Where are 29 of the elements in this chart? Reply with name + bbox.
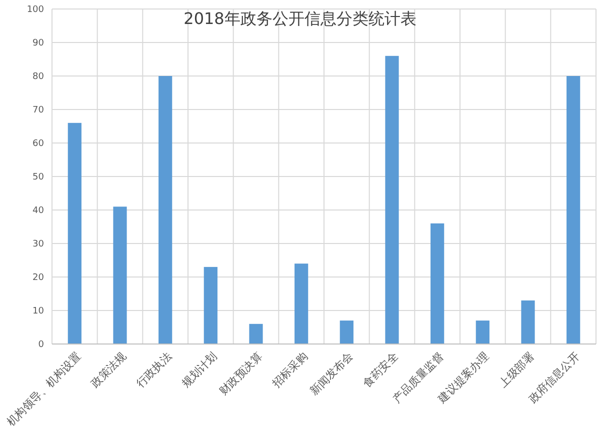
y-tick-label: 50 [32, 172, 44, 183]
x-tick-label: 食药安全 [360, 350, 401, 390]
x-tick-label: 机构领导、机构设置 [4, 350, 84, 429]
y-tick-label: 30 [32, 240, 44, 250]
bar [340, 320, 354, 344]
y-tick-label: 20 [32, 273, 44, 284]
bar [68, 122, 82, 344]
y-tick-label: 70 [32, 106, 44, 116]
chart-title: 2018年政务公开信息分类统计表 [184, 9, 416, 28]
bar [430, 223, 444, 344]
bar [294, 264, 308, 344]
x-tick-label: 行政执法 [134, 350, 174, 390]
y-tick-label: 90 [32, 38, 44, 49]
x-tick-label: 上级部署 [496, 350, 537, 390]
y-tick-label: 10 [32, 306, 44, 317]
y-tick-label: 100 [26, 5, 44, 16]
bar [158, 76, 172, 344]
bar [385, 56, 399, 344]
y-tick-label: 80 [32, 72, 44, 82]
bar [113, 206, 127, 344]
y-tick-label: 60 [32, 139, 44, 150]
bar [204, 266, 218, 344]
bar [566, 76, 580, 344]
y-tick-label: 0 [38, 340, 44, 350]
bar [476, 320, 490, 344]
bar [521, 300, 535, 344]
y-tick-label: 40 [32, 206, 44, 216]
x-tick-label: 政策法规 [88, 350, 129, 390]
bar [249, 324, 263, 344]
